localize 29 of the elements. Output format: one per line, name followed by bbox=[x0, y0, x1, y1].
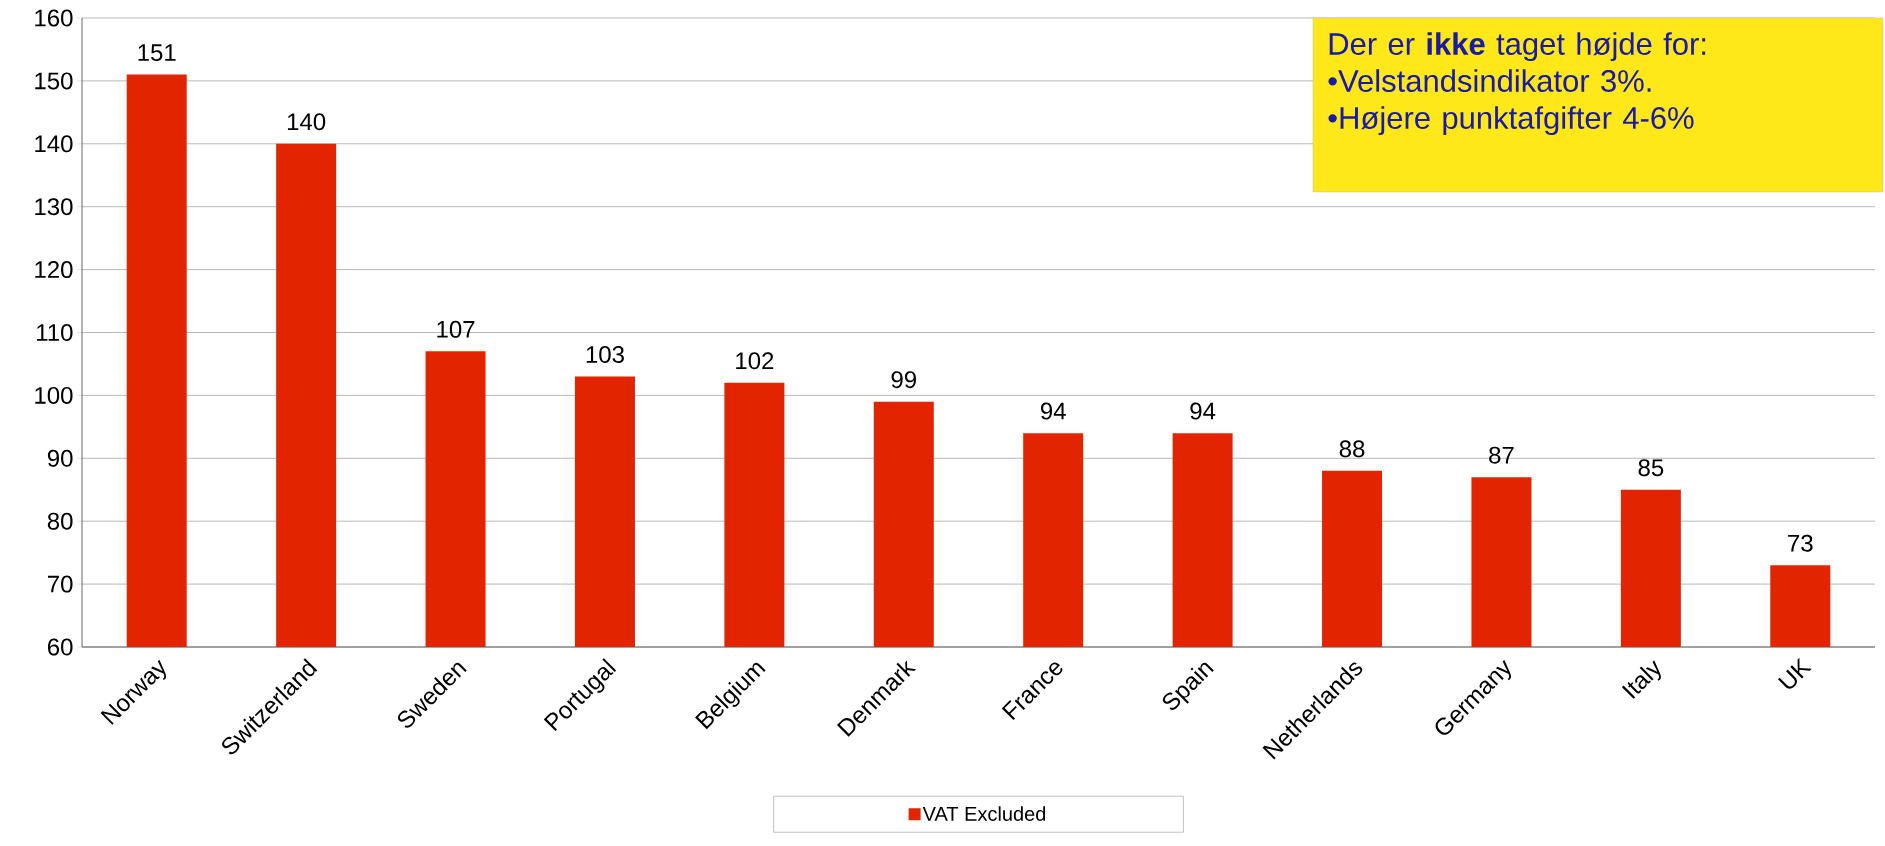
annotation: •Højere punktafgifter 4-6% bbox=[1328, 106, 1694, 136]
data-label: 85 bbox=[1638, 459, 1664, 477]
y-tick-label: 90 bbox=[47, 449, 73, 467]
legend-label: VAT Excluded bbox=[922, 806, 1046, 821]
data-label: 94 bbox=[1040, 402, 1066, 420]
y-tick-label: 70 bbox=[48, 575, 73, 593]
y-tick-label: 140 bbox=[35, 135, 73, 153]
data-label: 99 bbox=[891, 371, 916, 389]
y-tick-label: 130 bbox=[35, 198, 73, 216]
annotation: •Velstandsindikator 3%. bbox=[1328, 69, 1651, 92]
data-label: 88 bbox=[1339, 440, 1365, 458]
data-label: 140 bbox=[287, 113, 326, 131]
y-tick-label: 110 bbox=[37, 324, 73, 341]
y-tick-label: 60 bbox=[48, 638, 73, 656]
data-label: 87 bbox=[1489, 446, 1514, 464]
y-tick-label: 80 bbox=[47, 512, 73, 530]
y-tick-label: 160 bbox=[35, 9, 73, 27]
annotation: Der er ikke taget højde for: bbox=[1329, 32, 1706, 62]
data-label: 151 bbox=[138, 44, 176, 62]
y-tick-label: 150 bbox=[35, 72, 73, 90]
data-label: 73 bbox=[1788, 534, 1813, 552]
y-tick-label: 100 bbox=[35, 386, 73, 404]
x-tick-label: UK bbox=[1778, 657, 1812, 689]
data-label: 107 bbox=[437, 320, 475, 338]
data-label: 94 bbox=[1190, 402, 1216, 420]
data-label: 102 bbox=[736, 352, 774, 370]
y-tick-label: 120 bbox=[35, 261, 73, 279]
x-tick-label: Italy bbox=[1621, 660, 1661, 699]
data-label: 103 bbox=[586, 346, 624, 363]
